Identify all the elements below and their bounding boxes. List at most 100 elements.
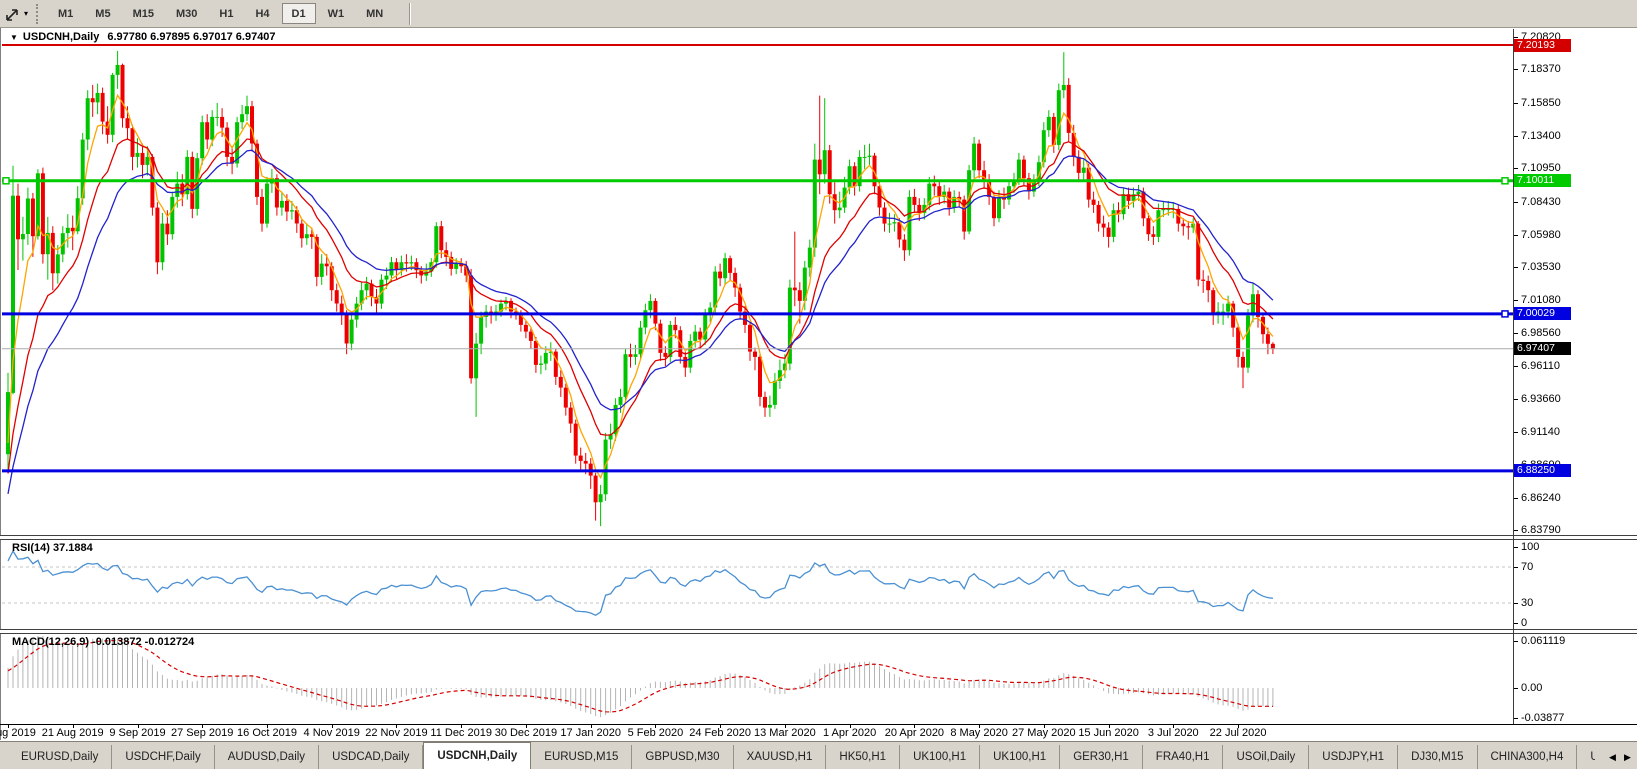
macd-tick-label: -0.03877 [1521,712,1565,724]
price-chart-plot[interactable] [2,44,1513,536]
timeframe-button-m15[interactable]: M15 [132,7,154,20]
price-tick-label: 6.86240 [1521,491,1561,504]
price-tick [1514,267,1518,269]
tab-scroll-arrows: ◀ ▶ [1605,749,1635,765]
chart-tab-eurusd-daily[interactable]: EURUSD,Daily [8,745,113,769]
date-tick-label: 13 Mar 2020 [754,727,816,739]
timeframe-button-m1[interactable]: M1 [58,7,74,20]
chart-tab-fra40-h1[interactable]: FRA40,H1 [1143,745,1224,769]
macd-indicator-plot[interactable] [2,634,1513,724]
chart-tab-usoil-h4[interactable]: USOil,H4 [1577,745,1595,769]
tab-scroll-left-icon[interactable]: ◀ [1605,749,1620,765]
rsi-tick [1514,547,1518,548]
hline-price-flag: 6.88250 [1514,464,1571,478]
price-tick [1514,36,1518,38]
chart-tab-china300-h4[interactable]: CHINA300,H4 [1478,745,1578,769]
rsi-tick [1514,623,1518,624]
toolbar-separator [409,2,412,25]
hline-price-flag: 7.10011 [1514,174,1571,188]
price-tick-label: 6.96110 [1521,360,1560,373]
timeframe-button-h4[interactable]: H4 [255,7,270,20]
window-border [0,28,1,740]
macd-tick [1514,641,1518,642]
chart-tab-usdjpy-h1[interactable]: USDJPY,H1 [1309,745,1399,769]
price-tick [1514,69,1518,71]
chart-tabs-bar: EURUSD,Daily USDCHF,Daily AUDUSD,Daily USDC… [0,741,1637,769]
price-tick [1514,299,1518,301]
date-tick [1108,725,1110,728]
chart-tab-ger30-h1[interactable]: GER30,H1 [1060,745,1143,769]
date-tick [202,725,204,728]
macd-label: MACD(12,26,9) -0.013872 -0.012724 [12,636,195,648]
toolbar-drag-handle[interactable] [36,3,40,24]
price-tick [1514,333,1518,335]
date-tick [784,725,786,728]
chart-dropdown-icon[interactable]: ▼ [10,32,18,42]
timeframe-button-h1[interactable]: H1 [219,7,234,20]
chart-tab-gbpusd-m30[interactable]: GBPUSD,M30 [632,745,734,769]
date-tick-label: 8 May 2020 [950,727,1008,739]
price-tick-label: 7.13400 [1521,129,1561,142]
date-tick [979,725,981,728]
chart-tab-usdcad-daily[interactable]: USDCAD,Daily [319,745,424,769]
crosshair-cursor-icon[interactable] [4,5,22,23]
chart-tabs: EURUSD,Daily USDCHF,Daily AUDUSD,Daily USDC… [0,742,1595,769]
chart-tab-hk50-h1[interactable]: HK50,H1 [826,745,901,769]
timeframe-button-mn[interactable]: MN [366,7,384,20]
price-tick [1514,234,1518,236]
current-price-flag: 6.97407 [1514,342,1571,356]
chart-tab-usdchf-daily[interactable]: USDCHF,Daily [112,745,215,769]
price-tick-label: 7.15850 [1521,96,1561,109]
rsi-indicator-plot[interactable] [2,540,1513,629]
date-tick [1043,725,1045,728]
chart-tab-eurusd-m15[interactable]: EURUSD,M15 [531,745,633,769]
date-tick-label: 1 Apr 2020 [822,727,877,739]
rsi-tick [1514,567,1518,568]
rsi-tick [1514,603,1518,604]
date-tick [396,725,398,728]
date-tick [72,725,74,728]
tool-dropdown-icon[interactable]: ▾ [24,9,29,18]
price-tick [1514,102,1518,104]
date-tick-label: 30 Dec 2019 [494,727,558,739]
price-tick [1514,432,1518,434]
timeframe-button-d1[interactable]: D1 [281,3,316,24]
price-tick-label: 6.91140 [1521,426,1560,439]
rsi-tick-label: 0 [1521,617,1528,629]
date-tick-label: 3 Jul 2020 [1147,727,1199,739]
date-tick [655,725,657,728]
date-tick-label: 5 Feb 2020 [627,727,684,739]
date-tick [461,725,463,728]
rsi-tick-label: 30 [1521,597,1534,609]
panel-separator[interactable] [0,535,1637,540]
date-tick [137,725,139,728]
price-tick [1514,168,1518,170]
date-tick [849,725,851,728]
timeframe-button-m30[interactable]: M30 [175,7,198,20]
macd-tick-label: 0.00 [1521,682,1543,694]
date-tick-label: 15 Jun 2020 [1078,727,1139,739]
chart-tab-usdcnh-daily[interactable]: USDCNH,Daily [423,742,532,769]
date-tick-label: 11 Dec 2019 [430,727,492,739]
tab-scroll-right-icon[interactable]: ▶ [1620,749,1635,765]
price-tick [1514,398,1518,400]
timeframe-button-m5[interactable]: M5 [95,7,111,20]
chart-title-bar: ▼ USDCNH,Daily 6.97780 6.97895 6.97017 6… [2,30,1511,44]
price-tick-label: 7.18370 [1521,63,1561,76]
chart-tab-uk100-h1[interactable]: UK100,H1 [900,745,981,769]
date-tick-label: 24 Feb 2020 [689,727,751,739]
date-tick [1238,725,1240,728]
timeframe-button-w1[interactable]: W1 [327,7,345,20]
chart-tab-dj30-m15[interactable]: DJ30,M15 [1398,745,1478,769]
panel-separator[interactable] [0,629,1637,634]
chart-tab-usoil-daily[interactable]: USOil,Daily [1223,745,1310,769]
chart-tab-audusd-daily[interactable]: AUDUSD,Daily [215,745,320,769]
date-tick-label: 27 May 2020 [1011,727,1076,739]
timeframe-toolbar: ▾ M1 M5 M15 M30 H1 H4 D1 W1 MN [0,0,1637,28]
date-tick [1173,725,1175,728]
price-tick-label: 6.83790 [1521,524,1561,537]
chart-tab-xauusd-h1[interactable]: XAUUSD,H1 [734,745,827,769]
chart-tab-uk100-h1[interactable]: UK100,H1 [980,745,1061,769]
date-tick-label: 2 Aug 2019 [0,727,36,739]
